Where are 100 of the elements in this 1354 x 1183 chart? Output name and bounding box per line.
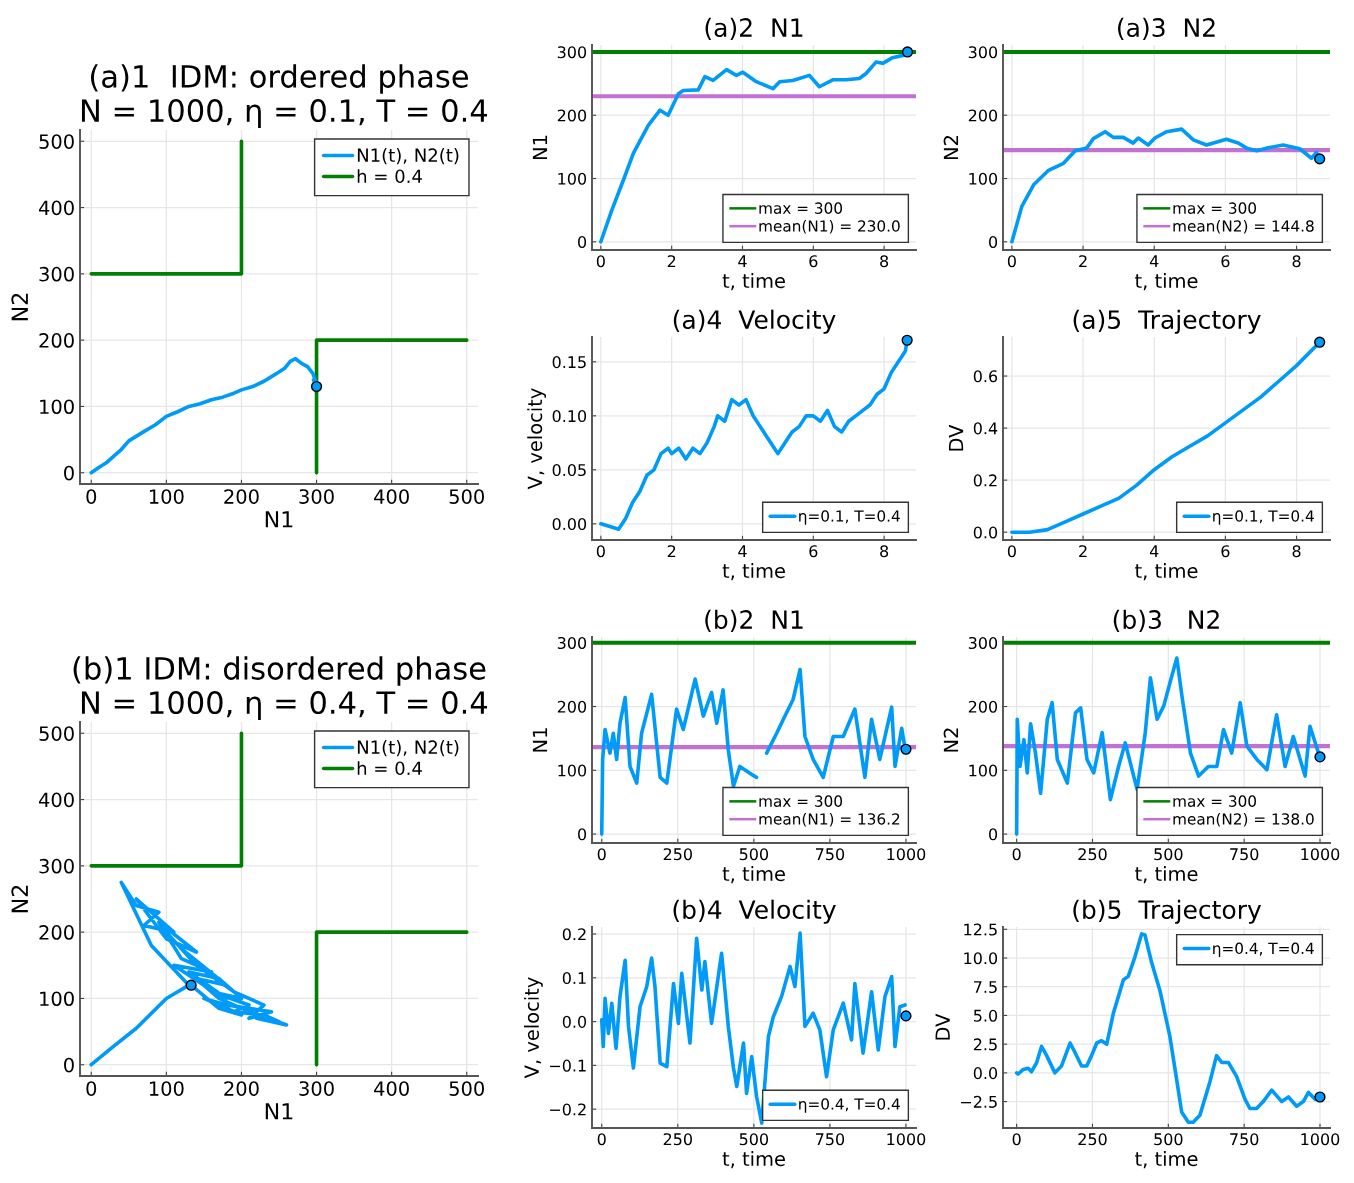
x-tick-label: 8 — [1292, 255, 1301, 268]
x-tick-label: 0 — [597, 848, 606, 861]
x-tick-label: 6 — [809, 545, 818, 558]
y-axis-title: V, velocity — [523, 977, 543, 1079]
x-axis-title: t, time — [1135, 866, 1198, 884]
y-tick-label: 0 — [64, 465, 74, 481]
legend-label: N1(t), N2(t) — [357, 148, 459, 165]
x-axis-title: t, time — [1135, 1151, 1198, 1169]
y-tick-label: 100 — [558, 172, 587, 185]
chart-title: (a)2 N1 — [705, 17, 803, 40]
x-tick-label: 500 — [449, 489, 484, 504]
x-tick-label: 2 — [667, 545, 676, 557]
x-tick-label: 200 — [224, 489, 259, 504]
chart-title: (b)3 N2 — [1113, 609, 1219, 632]
x-tick-label: 0 — [1007, 545, 1016, 558]
y-tick-label: 0 — [989, 828, 998, 841]
y-tick-label: 0.1 — [562, 972, 586, 985]
x-tick-label: 0 — [596, 255, 605, 268]
x-tick-label: 1000 — [1301, 1133, 1340, 1146]
x-tick-label: 0 — [1007, 255, 1016, 268]
x-tick-label: 300 — [299, 1081, 334, 1096]
x-tick-label: 0 — [597, 1133, 606, 1146]
x-tick-label: 300 — [299, 489, 334, 504]
legend-label: η=0.4, T=0.4 — [1213, 942, 1314, 958]
y-axis-title: N2 — [11, 293, 28, 321]
x-tick-label: 500 — [449, 1081, 484, 1096]
chart-title: (b)4 Velocity — [673, 899, 836, 924]
legend-label: h = 0.4 — [357, 761, 422, 776]
x-tick-label: 1000 — [887, 848, 926, 861]
y-tick-label: 0 — [578, 828, 587, 841]
x-tick-label: 4 — [738, 255, 747, 267]
y-tick-label: 0.4 — [973, 422, 998, 435]
chart-title: (b)1 IDM: disordered phase N = 1000, η = 0.4, T = 0.4 — [73, 656, 488, 721]
chart-title: (b)5 Trajectory — [1073, 899, 1262, 924]
y-tick-label: 200 — [39, 925, 74, 940]
legend-label: N1(t), N2(t) — [357, 740, 459, 757]
y-tick-label: 200 — [968, 109, 998, 122]
x-tick-label: 0 — [1012, 848, 1021, 861]
x-tick-label: 750 — [1230, 1133, 1259, 1146]
y-tick-label: 100 — [40, 399, 74, 415]
legend-label: η=0.1, T=0.4 — [1213, 510, 1314, 525]
chart-title: (a)4 Velocity — [673, 309, 836, 334]
y-tick-label: 0.15 — [552, 356, 586, 369]
legend-label: max = 300 — [759, 795, 843, 807]
x-tick-label: 6 — [1221, 255, 1230, 268]
legend-label: max = 300 — [759, 202, 843, 214]
y-tick-label: −0.1 — [550, 1059, 586, 1072]
y-tick-label: 12.5 — [964, 923, 997, 936]
x-tick-label: 750 — [815, 848, 845, 861]
x-tick-label: 2 — [1079, 545, 1087, 557]
y-tick-label: −0.2 — [550, 1103, 586, 1116]
x-axis-title: t, time — [1135, 273, 1198, 291]
y-tick-label: 0.0 — [973, 526, 998, 539]
y-tick-label: 300 — [39, 266, 74, 282]
x-tick-label: 6 — [1221, 545, 1230, 558]
y-tick-label: 300 — [968, 46, 998, 59]
x-axis-title: t, time — [722, 273, 785, 291]
x-axis-title: t, time — [722, 1151, 785, 1169]
y-axis-title: DV — [935, 1013, 950, 1040]
x-tick-label: 400 — [374, 1081, 409, 1096]
x-tick-label: 500 — [739, 1133, 769, 1146]
x-tick-label: 0 — [596, 545, 605, 558]
x-tick-label: 100 — [149, 489, 184, 504]
y-tick-label: 5.0 — [973, 1009, 998, 1022]
x-tick-label: 250 — [663, 1133, 692, 1146]
y-axis-title: N2 — [11, 885, 28, 913]
y-tick-label: −2.5 — [961, 1095, 997, 1108]
legend-label: mean(N1) = 230.0 — [759, 219, 900, 234]
x-tick-label: 750 — [815, 1133, 845, 1146]
y-tick-label: 0.00 — [552, 518, 587, 531]
y-tick-label: 0.2 — [973, 474, 997, 487]
x-tick-label: 100 — [149, 1081, 184, 1096]
y-tick-label: 0.0 — [562, 1015, 587, 1028]
x-tick-label: 2 — [667, 255, 676, 267]
x-tick-label: 1000 — [887, 1133, 926, 1146]
y-tick-label: 300 — [968, 636, 998, 650]
chart-title: (a)1 IDM: ordered phase N = 1000, η = 0.1, T = 0.4 — [81, 64, 488, 129]
x-tick-label: 750 — [1230, 848, 1259, 861]
y-tick-label: 2.5 — [973, 1038, 997, 1051]
y-tick-label: 0.6 — [973, 370, 998, 383]
x-axis-title: t, time — [722, 563, 785, 581]
y-tick-label: 0 — [989, 235, 998, 249]
x-tick-label: 8 — [1292, 545, 1301, 558]
y-tick-label: 200 — [39, 333, 74, 348]
y-tick-label: 500 — [39, 726, 74, 741]
y-tick-label: 10.0 — [964, 952, 998, 965]
x-tick-label: 0 — [86, 489, 97, 504]
x-tick-label: 250 — [1078, 848, 1107, 861]
x-axis-title: N1 — [265, 511, 293, 528]
x-axis-title: t, time — [1135, 563, 1198, 581]
chart-title: (b)2 N1 — [705, 609, 803, 632]
y-tick-label: 0 — [578, 235, 587, 249]
x-tick-label: 1000 — [1301, 848, 1340, 861]
x-tick-label: 250 — [1078, 1133, 1107, 1146]
y-tick-label: 200 — [557, 109, 587, 122]
x-tick-label: 400 — [374, 489, 409, 504]
x-tick-label: 6 — [809, 255, 818, 268]
y-tick-label: 200 — [968, 700, 998, 713]
y-tick-label: 400 — [38, 792, 74, 808]
x-tick-label: 500 — [1154, 848, 1183, 861]
